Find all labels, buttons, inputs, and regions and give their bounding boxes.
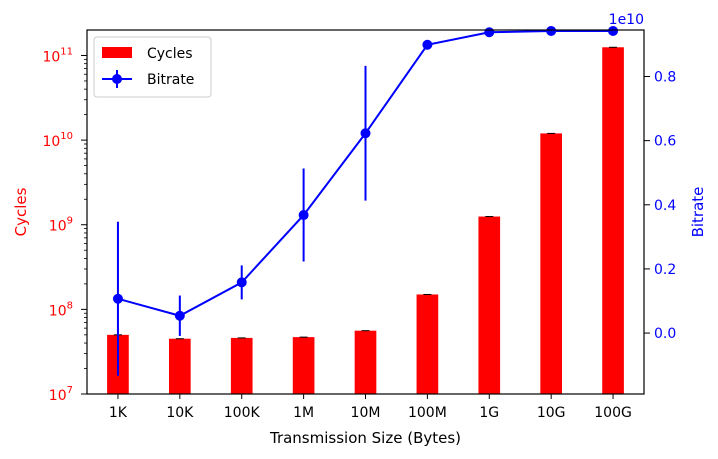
bar-100G xyxy=(602,47,624,395)
right-tick-label-1: 0.2 xyxy=(654,262,676,278)
bar-10M xyxy=(354,330,377,394)
x-tick-label-1K: 1K xyxy=(109,405,128,421)
legend-swatch-bitrate-marker xyxy=(112,74,122,84)
right-y-axis-title: Bitrate xyxy=(689,187,707,238)
bar-1M xyxy=(292,337,315,394)
x-tick-label-10M: 10M xyxy=(351,405,381,421)
x-tick-label-10G: 10G xyxy=(537,405,566,421)
left-tick-label-4: 1011 xyxy=(42,46,73,65)
point-10M xyxy=(360,128,371,139)
x-tick-label-1G: 1G xyxy=(479,405,499,421)
bars-layer xyxy=(107,46,624,395)
right-tick-label-3: 0.6 xyxy=(654,134,676,150)
bar-10G xyxy=(540,133,562,395)
line-layer xyxy=(112,25,619,376)
right-y-axis: 0.0 0.2 0.4 0.6 0.8 xyxy=(644,70,676,342)
point-1G xyxy=(484,27,495,38)
bar-100K xyxy=(230,337,253,394)
point-100G xyxy=(608,25,619,36)
legend-label-cycles: Cycles xyxy=(147,46,193,62)
point-10G xyxy=(546,25,557,36)
left-y-axis-title: Cycles xyxy=(12,187,30,236)
left-tick-label-2: 109 xyxy=(49,216,73,235)
left-tick-label-1: 108 xyxy=(49,300,73,319)
x-axis: 1K 10K 100K 1M 10M 100M 1G 10G 100G xyxy=(109,394,632,421)
legend-label-bitrate: Bitrate xyxy=(147,72,194,88)
left-tick-label-3: 1010 xyxy=(42,131,73,150)
x-tick-label-100K: 100K xyxy=(224,405,261,421)
x-tick-label-1M: 1M xyxy=(293,405,314,421)
x-tick-label-100M: 100M xyxy=(408,405,447,421)
point-1K xyxy=(112,293,123,304)
bar-10K xyxy=(169,338,191,394)
left-y-axis: 107 108 109 1010 1011 xyxy=(42,46,87,404)
x-axis-title: Transmission Size (Bytes) xyxy=(269,429,461,447)
legend: Cycles Bitrate xyxy=(93,36,212,98)
x-tick-label-10K: 10K xyxy=(166,405,194,421)
bar-1G xyxy=(478,216,501,394)
right-tick-label-4: 0.8 xyxy=(654,70,676,86)
point-10K xyxy=(174,310,185,321)
bar-100M xyxy=(416,294,439,394)
x-tick-label-100G: 100G xyxy=(594,405,632,421)
point-100M xyxy=(422,39,433,50)
point-1M xyxy=(298,210,309,221)
right-y-axis-multiplier: 1e10 xyxy=(609,12,644,28)
right-tick-label-2: 0.4 xyxy=(654,198,676,214)
left-tick-label-0: 107 xyxy=(49,385,73,404)
legend-swatch-cycles xyxy=(102,47,132,58)
point-100K xyxy=(236,277,247,288)
right-tick-label-0: 0.0 xyxy=(654,326,676,342)
